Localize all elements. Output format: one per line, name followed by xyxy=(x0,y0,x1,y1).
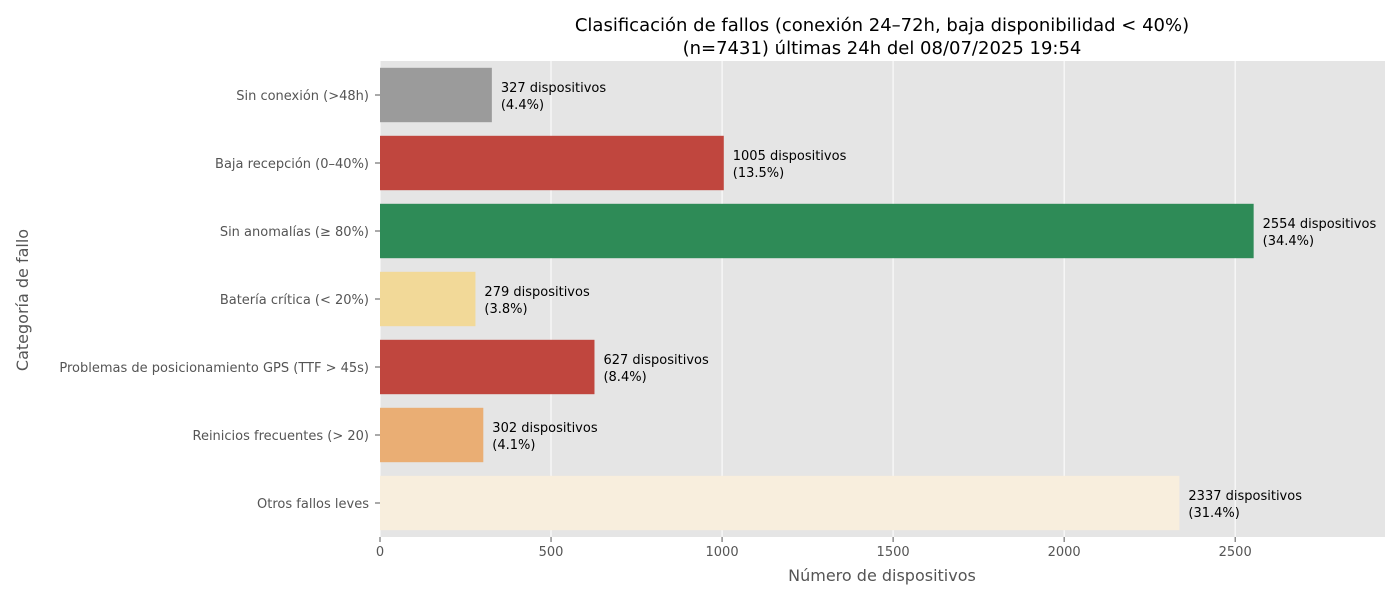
bar xyxy=(380,67,492,123)
y-tick-label: Otros fallos leves xyxy=(257,497,369,512)
bar xyxy=(380,135,724,191)
x-tick-label: 2000 xyxy=(1048,545,1081,560)
data-label-count: 627 dispositivos xyxy=(603,353,709,368)
data-label-count: 1005 dispositivos xyxy=(733,149,847,164)
bar xyxy=(380,271,476,327)
bar xyxy=(380,203,1254,259)
data-label-percent: (4.4%) xyxy=(501,98,544,113)
data-label-percent: (13.5%) xyxy=(733,166,784,181)
x-tick-label: 2500 xyxy=(1219,545,1252,560)
data-label-count: 279 dispositivos xyxy=(484,285,590,300)
bar xyxy=(380,407,484,463)
y-axis-label: Categoría de fallo xyxy=(13,229,32,371)
y-axis-ticks: Sin conexión (>48h) Baja recepción (0–40%… xyxy=(59,89,380,512)
y-tick-label: Sin conexión (>48h) xyxy=(236,89,369,104)
data-labels: 327 dispositivos (4.4%) 1005 dispositivos (… xyxy=(484,81,1376,521)
data-label-percent: (8.4%) xyxy=(603,370,646,385)
x-axis-ticks: 0 500 1000 1500 2000 2500 xyxy=(376,537,1252,560)
bar xyxy=(380,339,595,395)
bar xyxy=(380,475,1180,531)
x-tick-label: 0 xyxy=(376,545,384,560)
data-label-percent: (34.4%) xyxy=(1263,234,1314,249)
chart-title: Clasificación de fallos (conexión 24–72h… xyxy=(575,15,1189,36)
x-tick-label: 500 xyxy=(539,545,564,560)
chart-subtitle: (n=7431) últimas 24h del 08/07/2025 19:5… xyxy=(683,38,1082,59)
data-label-percent: (4.1%) xyxy=(492,438,535,453)
data-label-percent: (3.8%) xyxy=(484,302,527,317)
y-tick-label: Problemas de posicionamiento GPS (TTF > … xyxy=(59,361,369,376)
x-axis-label: Número de dispositivos xyxy=(788,566,976,585)
x-tick-label: 1000 xyxy=(706,545,739,560)
y-tick-label: Reinicios frecuentes (> 20) xyxy=(193,429,370,444)
data-label-count: 2554 dispositivos xyxy=(1263,217,1377,232)
data-label-percent: (31.4%) xyxy=(1188,506,1239,521)
data-label-count: 302 dispositivos xyxy=(492,421,598,436)
data-label-count: 327 dispositivos xyxy=(501,81,607,96)
y-tick-label: Batería crítica (< 20%) xyxy=(220,293,369,308)
data-label-count: 2337 dispositivos xyxy=(1188,489,1302,504)
x-tick-label: 1500 xyxy=(877,545,910,560)
y-tick-label: Baja recepción (0–40%) xyxy=(215,157,369,172)
bars xyxy=(380,67,1254,531)
y-tick-label: Sin anomalías (≥ 80%) xyxy=(220,225,369,240)
